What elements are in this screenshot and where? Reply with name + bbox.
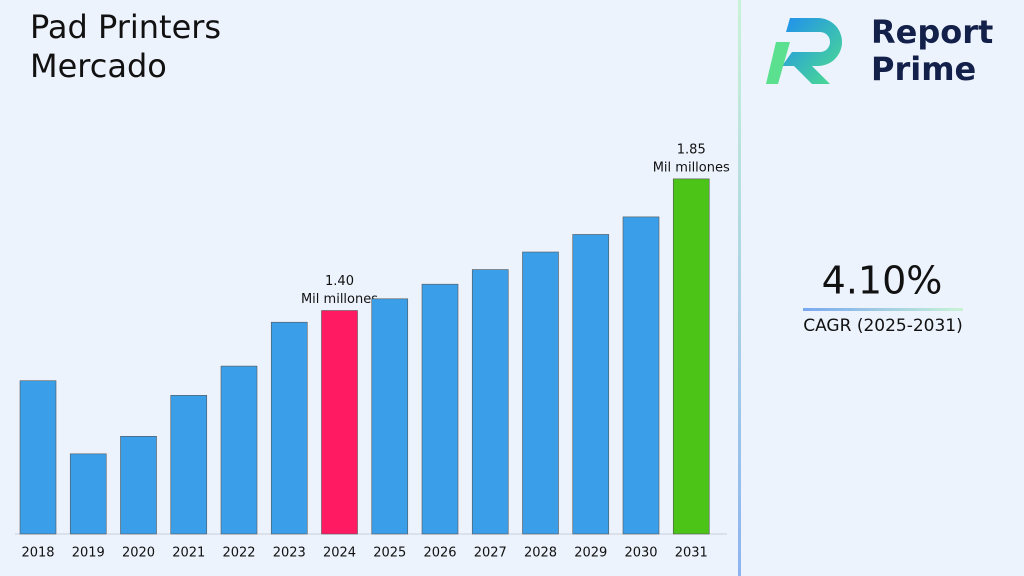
x-tick-label: 2024 [323,546,356,561]
logo-text: Report [871,13,993,51]
bar [522,251,559,535]
divider [738,0,741,576]
bar [270,321,308,535]
bar [371,298,409,535]
bar [622,216,660,535]
x-tick-label: 2027 [474,546,507,561]
bar [220,365,258,535]
bar [69,453,107,535]
x-tick-label: 2019 [72,546,105,561]
bar [572,234,610,535]
chart-title: Pad Printers [30,8,221,46]
x-tick-label: 2025 [373,546,406,561]
bar [170,395,208,535]
x-tick-label: 2030 [624,546,657,561]
bar [19,380,57,535]
x-tick-label: 2018 [21,546,54,561]
cagr-value: 4.10% [822,259,943,303]
x-tick-label: 2031 [675,546,708,561]
x-tick-label: 2029 [574,546,607,561]
cagr-underline [803,308,963,311]
cagr-label: CAGR (2025-2031) [803,316,963,336]
x-tick-label: 2026 [423,546,456,561]
bar [120,435,157,535]
x-tick-label: 2028 [524,546,557,561]
logo-icon [766,42,790,84]
value-label: 1.40 [325,274,354,289]
x-tick-label: 2020 [122,546,155,561]
chart-title: Mercado [30,47,167,85]
value-label-unit: Mil millones [653,160,730,175]
x-tick-label: 2021 [172,546,205,561]
bar [471,269,509,535]
x-tick-label: 2022 [222,546,255,561]
value-label-unit: Mil millones [301,292,378,307]
logo-icon [782,18,842,84]
bar [672,178,710,535]
logo: Report Prime [766,13,993,88]
bar [421,283,459,535]
bar [321,310,358,535]
x-tick-label: 2023 [273,546,306,561]
value-label: 1.85 [677,142,706,157]
logo-text: Prime [871,50,976,88]
